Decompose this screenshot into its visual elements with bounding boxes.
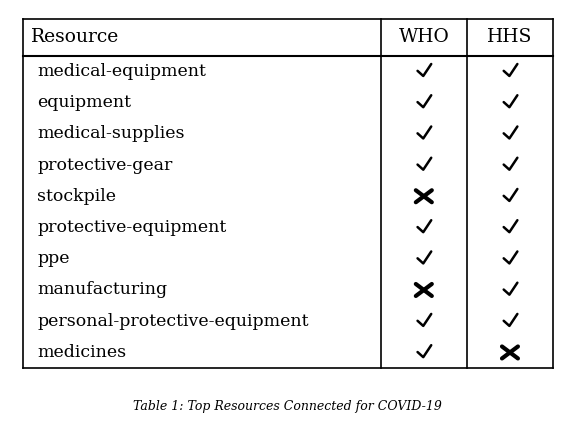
Text: equipment: equipment: [37, 94, 131, 111]
Text: medical-supplies: medical-supplies: [37, 125, 185, 142]
Text: protective-equipment: protective-equipment: [37, 219, 226, 236]
Text: HHS: HHS: [487, 28, 532, 47]
Text: ppe: ppe: [37, 250, 70, 267]
Text: Resource: Resource: [31, 28, 120, 47]
Text: personal-protective-equipment: personal-protective-equipment: [37, 313, 308, 330]
Text: stockpile: stockpile: [37, 188, 116, 205]
Text: manufacturing: manufacturing: [37, 282, 167, 298]
Text: medical-equipment: medical-equipment: [37, 63, 206, 80]
Text: medicines: medicines: [37, 344, 126, 361]
Text: Table 1: Top Resources Connected for COVID-19: Table 1: Top Resources Connected for COV…: [133, 400, 442, 413]
Text: protective-gear: protective-gear: [37, 157, 173, 173]
Text: WHO: WHO: [398, 28, 449, 47]
